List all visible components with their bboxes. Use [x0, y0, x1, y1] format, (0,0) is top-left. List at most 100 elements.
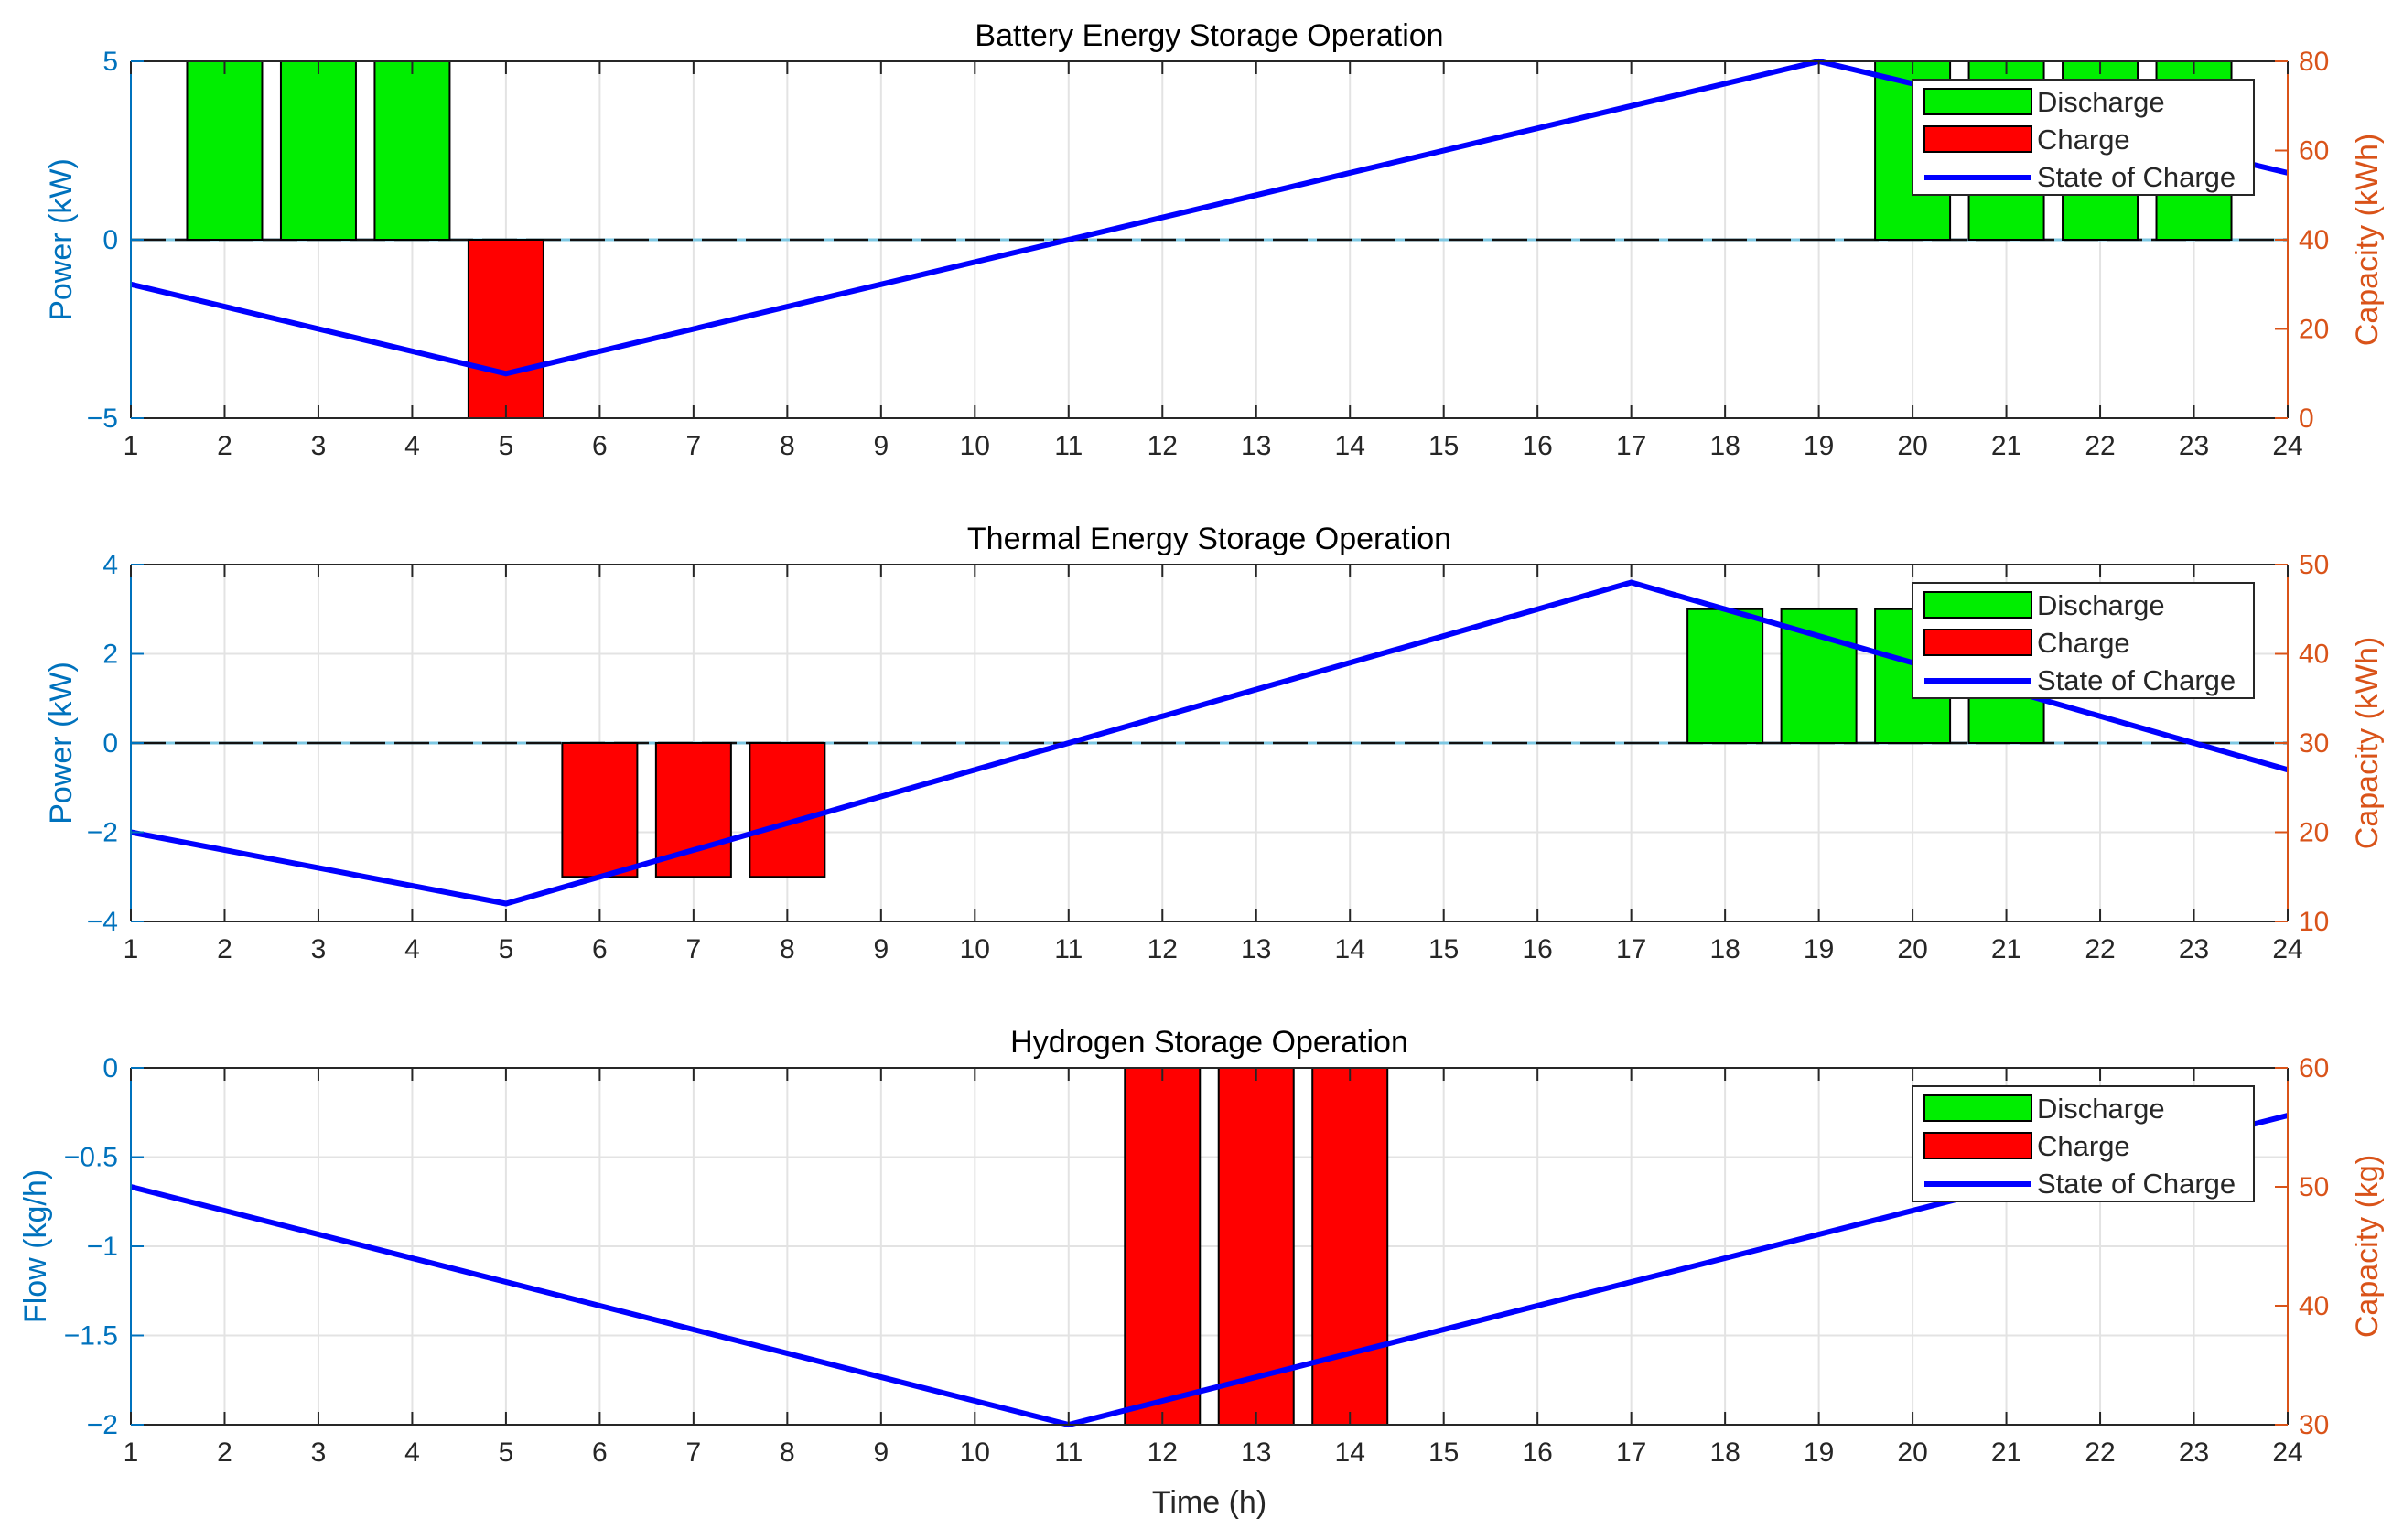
left-y-tick-label: 0	[102, 728, 118, 759]
x-tick-label: 13	[1241, 431, 1271, 461]
left-y-tick-label: −1.5	[64, 1321, 118, 1352]
left-y-tick-label: −0.5	[64, 1143, 118, 1173]
left-y-axis-label: Power (kW)	[44, 158, 79, 321]
right-y-tick-label: 20	[2299, 818, 2329, 848]
x-tick-label: 22	[2085, 1438, 2115, 1468]
x-tick-label: 11	[1054, 934, 1083, 964]
x-tick-label: 5	[499, 934, 514, 964]
x-tick-label: 19	[1804, 431, 1834, 461]
discharge-bar	[186, 60, 264, 241]
x-tick-label: 16	[1522, 934, 1552, 964]
x-tick-label: 10	[960, 431, 990, 461]
left-y-axis-label: Power (kW)	[44, 662, 79, 824]
x-tick-label: 1	[124, 431, 139, 461]
right-y-tick-label: 60	[2299, 1053, 2329, 1083]
left-y-tick-label: −5	[87, 404, 118, 434]
x-tick-label: 18	[1709, 1438, 1740, 1468]
charge-bar	[467, 239, 544, 419]
x-tick-label: 16	[1522, 431, 1552, 461]
right-y-tick-label: 10	[2299, 907, 2329, 937]
x-tick-label: 2	[217, 1438, 232, 1468]
right-y-tick-label: 40	[2299, 225, 2329, 255]
left-y-tick-label: 4	[102, 550, 118, 580]
x-tick-label: 17	[1616, 1438, 1646, 1468]
right-y-axis-label: Capacity (kWh)	[2350, 637, 2385, 849]
x-tick-label: 18	[1709, 431, 1740, 461]
x-tick-label: 9	[873, 934, 889, 964]
x-tick-label: 11	[1054, 431, 1083, 461]
x-tick-label: 9	[873, 1438, 889, 1468]
x-tick-label: 12	[1148, 1438, 1178, 1468]
discharge-legend-swatch	[1923, 1094, 2032, 1122]
x-tick-label: 20	[1897, 1438, 1927, 1468]
legend-label: State of Charge	[2037, 161, 2236, 193]
x-tick-label: 21	[1991, 934, 2021, 964]
charge-legend-swatch	[1923, 1132, 2032, 1159]
x-tick-label: 24	[2272, 1438, 2302, 1468]
x-tick-label: 3	[311, 934, 327, 964]
x-tick-label: 5	[499, 431, 514, 461]
discharge-bar	[279, 60, 357, 241]
x-tick-label: 7	[686, 1438, 702, 1468]
x-tick-label: 18	[1709, 934, 1740, 964]
x-tick-label: 14	[1335, 431, 1365, 461]
x-tick-label: 6	[592, 431, 608, 461]
x-tick-label: 17	[1616, 934, 1646, 964]
x-tick-label: 13	[1241, 1438, 1271, 1468]
charge-legend-swatch	[1923, 125, 2032, 153]
x-tick-label: 23	[2179, 934, 2209, 964]
x-tick-label: 7	[686, 431, 702, 461]
x-tick-label: 11	[1054, 1438, 1083, 1468]
discharge-bar	[1686, 608, 1764, 744]
left-y-tick-label: −2	[87, 1410, 118, 1440]
chart-panel-3: 1 2 3 4 5 6 7 8 9 10 11 12 13 14 15 16 17 18 19 20 21 22 23 24−…	[18, 1025, 2385, 1520]
right-y-axis-label: Capacity (kWh)	[2350, 134, 2385, 346]
left-y-tick-label: −4	[87, 907, 118, 937]
x-tick-label: 23	[2179, 1438, 2209, 1468]
right-y-tick-label: 50	[2299, 550, 2329, 580]
x-tick-label: 21	[1991, 431, 2021, 461]
charge-bar	[749, 742, 826, 878]
x-tick-label: 10	[960, 1438, 990, 1468]
x-tick-label: 20	[1897, 431, 1927, 461]
x-tick-label: 6	[592, 1438, 608, 1468]
chart-title: Hydrogen Storage Operation	[1010, 1025, 1408, 1060]
legend-label: Charge	[2037, 1130, 2130, 1162]
legend-label: Discharge	[2037, 86, 2165, 118]
chart-title: Thermal Energy Storage Operation	[967, 522, 1451, 556]
legend-label: State of Charge	[2037, 1168, 2236, 1200]
x-tick-label: 4	[404, 431, 420, 461]
right-y-tick-label: 30	[2299, 728, 2329, 759]
x-tick-label: 12	[1148, 431, 1178, 461]
charge-bar	[1311, 1067, 1389, 1426]
x-tick-label: 22	[2085, 431, 2115, 461]
x-tick-label: 4	[404, 1438, 420, 1468]
right-y-tick-label: 80	[2299, 47, 2329, 77]
left-y-tick-label: 0	[102, 225, 118, 255]
x-tick-label: 15	[1428, 431, 1459, 461]
chart-panel-2: 1 2 3 4 5 6 7 8 9 10 11 12 13 14 15 16 17 18 19 20 21 22 23 24−…	[44, 522, 2385, 964]
x-tick-label: 15	[1428, 934, 1459, 964]
right-y-tick-label: 20	[2299, 315, 2329, 345]
right-y-tick-label: 40	[2299, 1291, 2329, 1321]
chart-panel-1: 1 2 3 4 5 6 7 8 9 10 11 12 13 14 15 16 17 18 19 20 21 22 23 24−…	[44, 18, 2385, 461]
discharge-bar	[373, 60, 451, 241]
x-tick-label: 2	[217, 431, 232, 461]
x-tick-label: 8	[780, 934, 795, 964]
x-tick-label: 4	[404, 934, 420, 964]
discharge-legend-swatch	[1923, 591, 2032, 619]
x-tick-label: 8	[780, 1438, 795, 1468]
x-tick-label: 13	[1241, 934, 1271, 964]
left-y-tick-label: −2	[87, 818, 118, 848]
right-y-tick-label: 50	[2299, 1172, 2329, 1202]
right-y-tick-label: 60	[2299, 136, 2329, 167]
left-y-tick-label: −1	[87, 1232, 118, 1262]
legend-label: Charge	[2037, 124, 2130, 156]
x-tick-label: 23	[2179, 431, 2209, 461]
x-tick-label: 1	[124, 1438, 139, 1468]
x-tick-label: 12	[1148, 934, 1178, 964]
x-tick-label: 21	[1991, 1438, 2021, 1468]
legend: Discharge Charge State of Charge	[1912, 582, 2255, 699]
x-tick-label: 17	[1616, 431, 1646, 461]
